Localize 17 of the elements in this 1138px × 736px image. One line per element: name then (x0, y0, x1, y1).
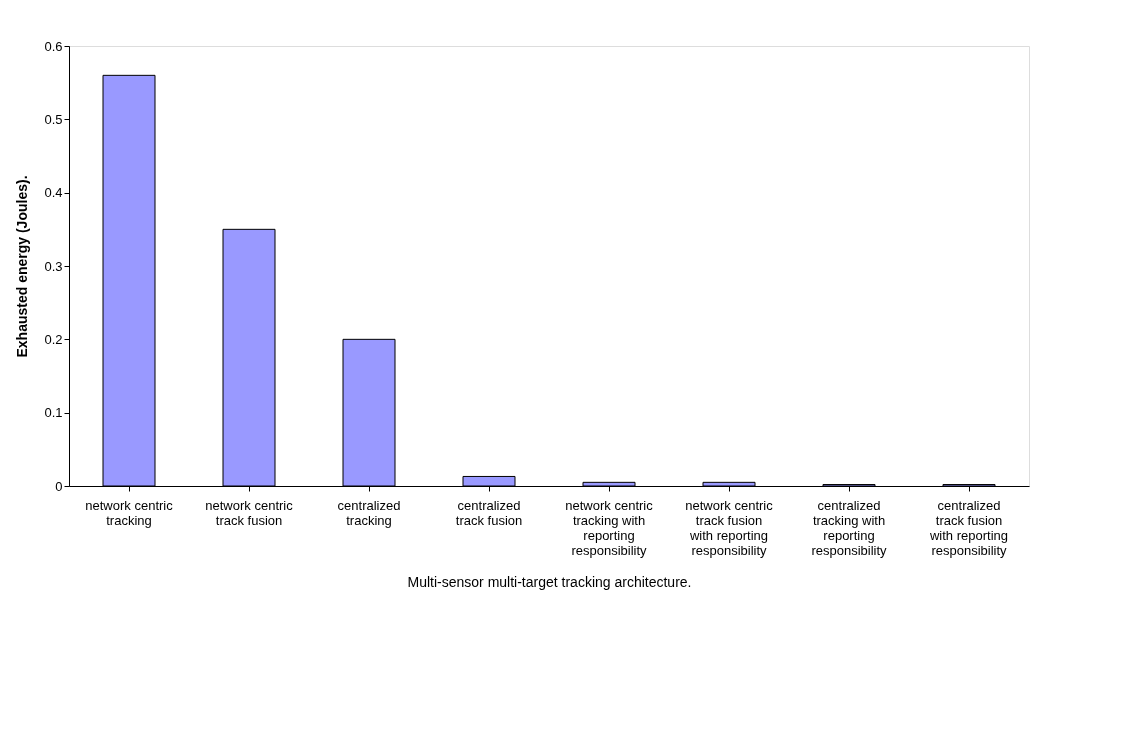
y-tick-label: 0.6 (44, 38, 63, 54)
y-tick-label: 0 (55, 478, 63, 494)
x-axis-title: Multi-sensor multi-target tracking architecture. (407, 573, 692, 590)
x-tick-label: network centric tracking with reporting responsibility (565, 497, 654, 558)
y-tick-label: 0.2 (44, 331, 63, 347)
x-tick-label: network centric tracking (85, 497, 174, 528)
y-tick-label: 0.5 (44, 111, 63, 127)
y-axis-title: Exhausted energy (Joules). (14, 175, 31, 358)
y-tick-label: 0.1 (44, 405, 63, 421)
x-tick-label: centralized track fusion with reporting responsibility (928, 497, 1009, 558)
y-tick-label: 0.4 (44, 185, 63, 201)
x-tick-label: centralized track fusion (455, 497, 523, 528)
x-tick-label: centralized tracking (337, 497, 401, 528)
x-tick-label: network centric track fusion (205, 497, 294, 528)
x-tick-label: network centric track fusion with reporting responsibility (685, 497, 774, 558)
y-tick-label: 0.3 (44, 258, 63, 274)
x-tick-label: centralized tracking with reporting responsibility (811, 497, 888, 558)
